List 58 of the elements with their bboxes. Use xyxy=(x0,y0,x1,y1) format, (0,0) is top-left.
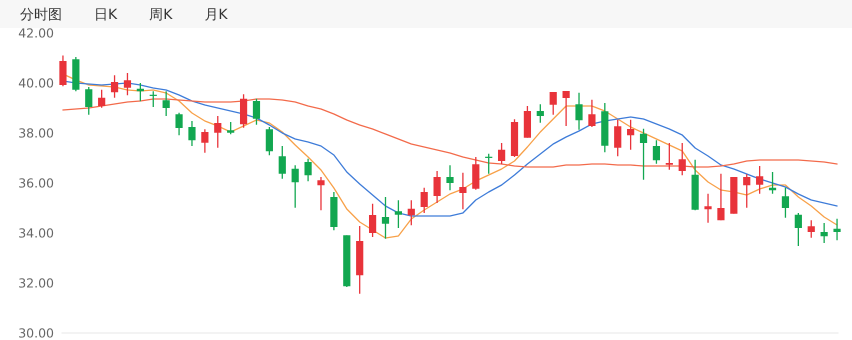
candlestick xyxy=(446,164,454,191)
candlestick xyxy=(136,82,144,102)
annotation: 周K xyxy=(149,7,172,23)
candlestick xyxy=(304,158,312,182)
y-tick-label: 42.00 xyxy=(18,26,54,40)
y-tick-label: 40.00 xyxy=(18,76,54,90)
candlestick xyxy=(162,90,170,117)
y-tick-label: 34.00 xyxy=(18,226,54,240)
candlestick xyxy=(756,165,764,194)
y-tick-label: 32.00 xyxy=(18,276,54,290)
candlestick xyxy=(214,115,222,148)
candlestick xyxy=(743,174,750,208)
candlestick xyxy=(550,91,557,116)
candlestick xyxy=(317,176,325,211)
candlestick xyxy=(459,172,466,210)
candlestick xyxy=(627,119,634,150)
candlestick xyxy=(278,145,286,180)
candlestick xyxy=(652,140,660,164)
candlestick xyxy=(768,171,776,194)
candlestick xyxy=(227,121,234,135)
candlestick xyxy=(536,104,544,124)
candlestick xyxy=(717,173,725,221)
candlestick xyxy=(820,222,828,244)
candlestick xyxy=(110,74,118,98)
candlestick xyxy=(124,72,132,96)
candlestick xyxy=(292,164,299,208)
candlestick xyxy=(201,128,208,154)
candlestick xyxy=(704,193,712,224)
annotation: 日K xyxy=(94,7,118,23)
candlestick xyxy=(666,142,673,170)
candlestick xyxy=(85,86,92,116)
candlestick xyxy=(808,220,815,238)
y-tick-label: 38.00 xyxy=(18,126,54,140)
candlestick xyxy=(575,92,583,130)
candlestick xyxy=(266,126,273,156)
candlestick xyxy=(498,142,506,165)
candlestick xyxy=(394,200,402,229)
candlestick xyxy=(614,119,622,157)
annotation: 月K xyxy=(204,7,228,23)
candlestick xyxy=(794,212,802,247)
candlestick xyxy=(382,196,390,240)
candlestick xyxy=(188,120,196,147)
candlestick xyxy=(640,128,648,180)
y-tick-label: 36.00 xyxy=(18,176,54,190)
candlestick xyxy=(562,90,570,127)
candlestick xyxy=(434,170,441,204)
annotation: 分时图 xyxy=(20,7,62,23)
candlestick xyxy=(252,98,260,126)
candlestick xyxy=(368,203,376,238)
candlestick xyxy=(98,89,106,108)
candlestick xyxy=(420,187,428,214)
candlestick xyxy=(678,142,686,176)
candlestick xyxy=(588,99,596,128)
candlestick xyxy=(782,187,790,218)
y-tick-label: 30.00 xyxy=(18,326,54,340)
candlestick xyxy=(175,112,183,136)
candlestick xyxy=(408,200,415,226)
candlestick xyxy=(59,54,67,87)
